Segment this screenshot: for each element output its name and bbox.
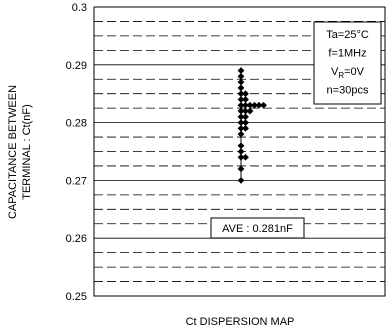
condition-freq: f=1MHz bbox=[328, 48, 366, 60]
average-label: AVE : 0.281nF bbox=[222, 223, 293, 235]
data-point bbox=[242, 96, 249, 103]
data-point bbox=[255, 101, 263, 109]
data-point bbox=[237, 153, 245, 161]
data-point bbox=[237, 107, 245, 115]
data-point bbox=[242, 153, 249, 161]
data-point bbox=[237, 119, 245, 126]
data-point bbox=[237, 72, 245, 80]
y-tick-label: 0.29 bbox=[66, 60, 87, 72]
data-point bbox=[237, 113, 245, 121]
data-point bbox=[242, 90, 249, 98]
plot-frame bbox=[93, 6, 386, 297]
data-point bbox=[237, 96, 245, 103]
y-tick-label: 0.26 bbox=[66, 233, 87, 245]
conditions-box: Ta=25°C f=1MHz VR=0V n=30pcs bbox=[313, 21, 382, 105]
y-tick-label: 0.3 bbox=[72, 2, 87, 14]
data-point bbox=[237, 101, 245, 109]
data-point bbox=[246, 101, 254, 109]
data-point bbox=[237, 67, 245, 74]
data-point bbox=[260, 101, 267, 109]
x-axis-label: Ct DISPERSION MAP bbox=[186, 316, 295, 328]
y-axis-label-line1: CAPACITANCE BETWEEN bbox=[7, 85, 19, 219]
data-point bbox=[242, 107, 249, 115]
data-point bbox=[237, 142, 245, 150]
data-point bbox=[237, 78, 245, 86]
condition-vr: VR=0V bbox=[331, 66, 365, 80]
data-point bbox=[237, 130, 245, 138]
data-point bbox=[237, 124, 245, 132]
y-tick-label: 0.25 bbox=[66, 291, 87, 303]
data-point bbox=[242, 113, 249, 121]
data-point bbox=[242, 119, 249, 126]
y-tick-labels: 0.25 0.26 0.27 0.28 0.29 0.3 bbox=[66, 2, 87, 303]
data-point bbox=[251, 101, 258, 109]
data-point bbox=[237, 177, 245, 184]
y-tick-label: 0.28 bbox=[66, 118, 87, 130]
y-axis-label-line2: TERMINAL : Ct(nF) bbox=[21, 104, 33, 200]
data-point bbox=[246, 107, 254, 115]
condition-ta: Ta=25°C bbox=[326, 29, 369, 41]
data-point bbox=[242, 124, 249, 132]
average-box: AVE : 0.281nF bbox=[210, 217, 305, 239]
data-point bbox=[237, 165, 245, 173]
condition-n: n=30pcs bbox=[327, 85, 369, 97]
data-points bbox=[237, 67, 267, 184]
data-point bbox=[237, 84, 245, 92]
data-point bbox=[237, 148, 245, 155]
y-tick-label: 0.27 bbox=[66, 175, 87, 187]
data-point bbox=[237, 90, 245, 98]
data-point bbox=[242, 101, 249, 109]
